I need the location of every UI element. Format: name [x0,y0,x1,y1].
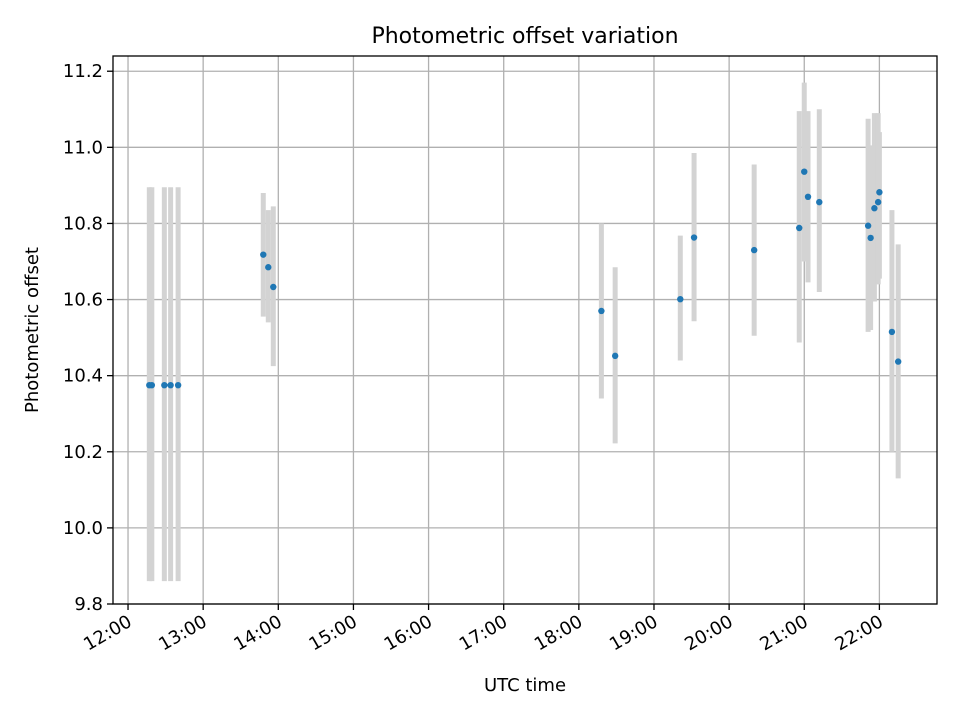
plot-frame [112,55,938,605]
y-tick-label: 10.2 [63,442,103,463]
data-point [801,168,808,175]
y-tick-label: 11.0 [63,137,103,158]
y-tick-label: 9.8 [74,594,103,615]
data-point [677,295,684,303]
data-point [167,381,174,389]
data-point [867,234,874,242]
data-point [750,246,758,254]
data-point [816,198,823,206]
data-point [888,328,896,336]
point-layer [146,168,902,389]
y-tick-label: 11.2 [63,61,103,82]
data-point [174,381,182,389]
x-axis-label: UTC time [484,675,566,696]
data-point [260,251,267,258]
data-point [270,283,277,291]
data-point [611,352,619,360]
y-tick-label: 10.6 [63,290,103,311]
data-point [874,198,882,206]
data-point [864,222,872,229]
y-tick-label: 10.4 [63,366,103,387]
y-axis: 9.8 10.0 10.2 10.4 10.6 10.8 11.0 11.2 [63,61,113,615]
data-point [871,205,878,212]
data-point [148,381,156,389]
data-point [894,358,902,365]
data-point [161,381,168,389]
data-point [804,193,812,201]
chart-title: Photometric offset variation [371,24,678,49]
data-point [265,264,272,271]
y-tick-label: 10.8 [63,213,103,234]
data-point [598,307,605,315]
y-axis-label: Photometric offset [22,247,43,413]
y-tick-label: 10.0 [63,518,103,539]
data-point [876,189,883,196]
data-point [796,224,803,232]
data-point [690,234,698,241]
